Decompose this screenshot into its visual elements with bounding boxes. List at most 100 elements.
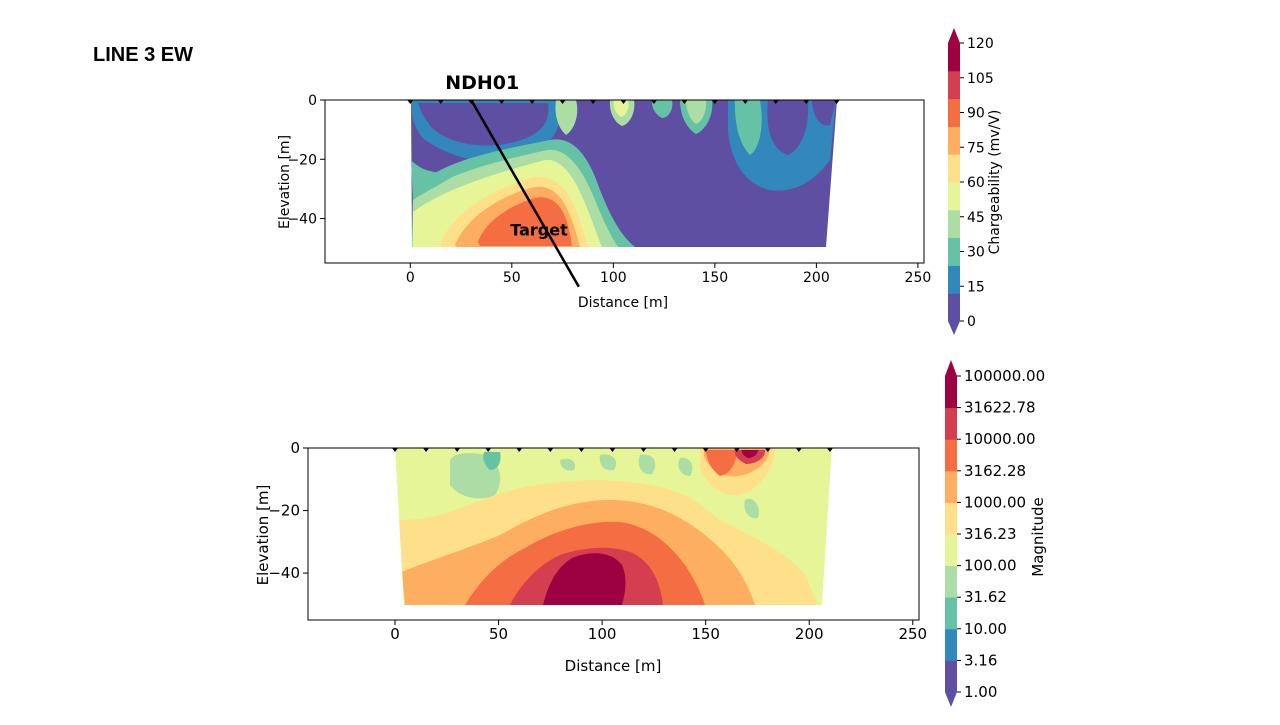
colorbar-tick-label: 1000.00: [964, 493, 1026, 511]
colorbar-tick-label: 90: [967, 106, 985, 122]
contour-region: [555, 100, 578, 135]
electrode-marker: [733, 448, 740, 452]
x-tick-label: 100: [600, 270, 627, 286]
contour-region: [734, 100, 762, 155]
chargeability-colorbar-label: Chargeability (mv/V): [987, 110, 1003, 255]
colorbar-band: [948, 237, 960, 266]
contour-region: [418, 103, 549, 146]
electrode-marker: [803, 100, 810, 104]
y-tick-label: −40: [268, 564, 300, 582]
contour-region: [741, 450, 758, 458]
colorbar-band: [945, 502, 957, 535]
electrode-marker: [454, 448, 461, 452]
colorbar-tick-label: 75: [967, 140, 985, 156]
target-annotation: Target: [510, 220, 568, 239]
electrode-marker: [795, 448, 802, 452]
electrode-marker: [407, 100, 414, 104]
magnitude-electrodes: [391, 448, 833, 452]
electrode-marker: [437, 100, 444, 104]
electrode-marker: [498, 100, 505, 104]
contour-region: [599, 454, 617, 471]
contour-region: [543, 553, 626, 605]
colorbar-tick-label: 30: [967, 245, 985, 261]
magnitude-section-chart: 0 50 100 150 200 250 0 −20 −40 Distance [m] Ele…: [254, 360, 1047, 707]
x-tick-label: 200: [803, 270, 830, 286]
chargeability-x-ticks: 0 50 100 150 200 250: [406, 263, 931, 286]
electrode-marker: [742, 100, 749, 104]
colorbar-band: [945, 597, 957, 630]
colorbar-max-extend: [945, 360, 957, 376]
electrode-marker: [516, 448, 523, 452]
colorbar-band: [948, 126, 960, 155]
chargeability-x-axis-label: Distance [m]: [578, 295, 668, 311]
contour-region: [560, 458, 576, 471]
x-tick-label: 0: [390, 625, 400, 643]
colorbar-min-extend: [945, 692, 957, 707]
electrode-marker: [578, 448, 585, 452]
contour-region: [812, 100, 836, 126]
colorbar-tick-label: 31.62: [964, 588, 1007, 606]
electrode-marker: [609, 448, 616, 452]
colorbar-band: [945, 565, 957, 598]
colorbar-tick-label: 100000.00: [964, 367, 1045, 385]
colorbar-band: [945, 470, 957, 503]
colorbar-tick-label: 31622.78: [964, 399, 1036, 417]
slide-title: LINE 3 EW: [93, 44, 194, 66]
colorbar-tick-label: 10.00: [964, 620, 1007, 638]
colorbar-tick-label: 60: [967, 175, 985, 191]
contour-region: [678, 457, 693, 476]
contour-mask: [822, 448, 919, 620]
electrode-marker: [391, 448, 398, 452]
colorbar-tick-label: 15: [967, 279, 985, 295]
colorbar-band: [945, 628, 957, 661]
x-tick-label: 200: [795, 625, 824, 643]
magnitude-x-axis-label: Distance [m]: [565, 657, 662, 675]
contour-region: [686, 100, 707, 124]
colorbar-tick-label: 120: [967, 36, 994, 52]
x-tick-label: 0: [406, 270, 415, 286]
electrode-marker: [423, 448, 430, 452]
colorbar-band: [948, 293, 960, 322]
x-tick-label: 250: [898, 625, 927, 643]
magnitude-y-ticks: 0 −20 −40: [268, 439, 308, 582]
colorbar-tick-label: 0: [967, 314, 976, 330]
chargeability-y-axis-label: Elevation [m]: [277, 135, 293, 229]
y-tick-label: −20: [268, 502, 300, 520]
magnitude-x-ticks: 0 50 100 150 200 250: [390, 620, 927, 643]
contour-region: [767, 100, 809, 155]
colorbar-band: [948, 265, 960, 294]
electrode-marker: [711, 100, 718, 104]
electrode-marker: [547, 448, 554, 452]
electrode-marker: [640, 448, 647, 452]
x-tick-label: 50: [503, 270, 521, 286]
colorbar-band: [945, 439, 957, 472]
colorbar-tick-label: 3.16: [964, 651, 997, 669]
electrode-marker: [590, 100, 597, 104]
chargeability-y-ticks: 0 −20 −40: [287, 93, 325, 228]
contour-region: [744, 498, 759, 519]
contour-region: [613, 100, 629, 117]
contour-region: [411, 160, 460, 200]
magnitude-colorbar-label: Magnitude: [1029, 497, 1047, 576]
chargeability-contour-field: [411, 100, 837, 247]
x-tick-label: 50: [489, 625, 508, 643]
contour-mask: [308, 605, 919, 620]
magnitude-contour-field: [308, 448, 919, 620]
colorbar-tick-label: 10000.00: [964, 430, 1036, 448]
contour-region: [483, 452, 501, 470]
colorbar-band: [948, 70, 960, 100]
colorbar-band: [948, 209, 960, 239]
electrode-marker: [833, 100, 840, 104]
electrode-marker: [764, 448, 771, 452]
drillhole-ndh01-label: NDH01: [445, 72, 519, 94]
x-tick-label: 100: [588, 625, 617, 643]
chargeability-colorbar: 120 105 90 75 60 45 30 15 0 Chargeability (mv/V): [948, 28, 1003, 335]
electrode-marker: [681, 100, 688, 104]
x-tick-label: 250: [905, 270, 932, 286]
colorbar-tick-label: 105: [967, 71, 994, 87]
colorbar-band: [948, 43, 960, 72]
contour-region: [651, 100, 673, 118]
colorbar-tick-label: 45: [967, 210, 985, 226]
